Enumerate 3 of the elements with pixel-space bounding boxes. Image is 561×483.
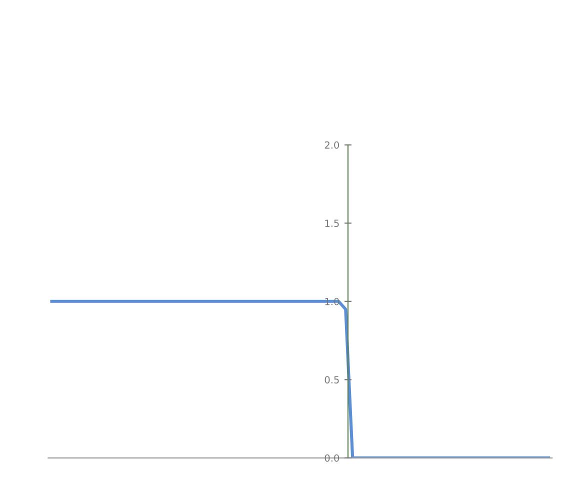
y-tick-label: 1.5 — [325, 220, 339, 227]
y-tick-label: 0.5 — [324, 376, 339, 384]
y-tick-label: 2.0 — [324, 141, 340, 149]
